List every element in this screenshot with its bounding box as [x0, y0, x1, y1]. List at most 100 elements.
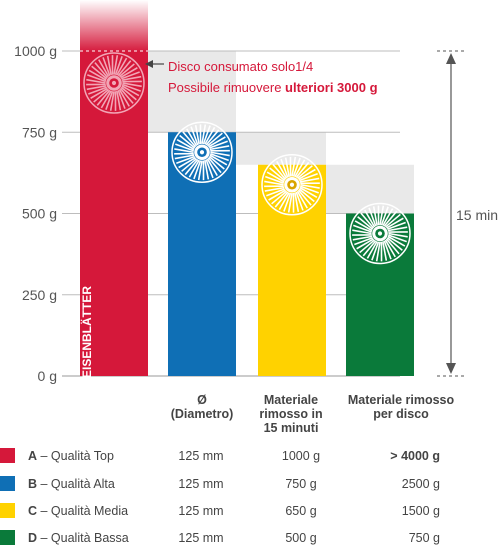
disc-ray — [291, 156, 297, 177]
disc-ray — [188, 159, 200, 178]
legend-name: – Qualità Media — [37, 504, 128, 518]
disc-icon-a — [83, 52, 145, 114]
disc-hole — [377, 231, 383, 236]
disc-ray — [284, 157, 290, 178]
disc-ray — [296, 190, 308, 209]
disc-ray — [382, 241, 388, 261]
cell-removed-15min: 650 g — [285, 504, 316, 518]
legend-letter: A — [28, 449, 37, 463]
disc-ray — [208, 136, 226, 148]
disc-hole — [111, 80, 117, 86]
disc-ray — [117, 60, 132, 77]
disc-ray — [113, 55, 119, 75]
disc-ray — [209, 154, 228, 166]
disc-rim — [261, 154, 323, 216]
bar-b — [168, 132, 236, 376]
disc-ray — [294, 159, 306, 178]
disc-ray — [193, 160, 202, 180]
disc-ray — [116, 90, 122, 111]
bar-a — [80, 51, 148, 376]
disc-ray — [202, 125, 211, 145]
disc-ray — [121, 85, 140, 97]
disc-ray — [209, 152, 229, 162]
disc-ray — [118, 63, 135, 78]
disc-ray — [352, 229, 372, 235]
disc-ray — [382, 208, 394, 227]
disc-ray — [264, 180, 284, 186]
disc-ray — [109, 91, 115, 111]
disc-ray — [388, 232, 408, 238]
cell-removed-per-disc: 1500 g — [402, 504, 440, 518]
disc-ray — [102, 57, 111, 77]
disc-ray — [299, 185, 319, 194]
disc-ray — [176, 155, 196, 164]
disc-ray — [87, 74, 107, 83]
legend-swatch — [0, 476, 15, 491]
disc-ray — [197, 160, 203, 181]
column-header-line: Ø — [197, 393, 207, 407]
vertical-label: EISENBLÄTTER — [79, 286, 94, 378]
disc-ray — [269, 167, 286, 182]
cell-diameter: 125 mm — [178, 449, 223, 463]
disc-ray — [265, 175, 285, 185]
disc-ray — [354, 236, 374, 246]
disc-ray — [182, 131, 197, 148]
disc-ray — [297, 189, 312, 206]
disc-ray — [299, 186, 318, 199]
disc-ray — [118, 89, 130, 107]
disc-ray — [120, 67, 138, 79]
disc-ray — [179, 134, 196, 149]
disc-icon-b — [171, 121, 233, 183]
disc-ray — [299, 177, 320, 183]
disc-ray — [357, 216, 374, 230]
disc-ray — [204, 159, 210, 180]
column-header-line: per disco — [373, 407, 429, 421]
disc-ray — [368, 207, 377, 227]
disc-ray — [205, 129, 220, 146]
annotation-line2: Possibile rimuovere ulteriori 3000 g — [168, 80, 378, 95]
time-arrow-up — [446, 53, 456, 64]
cell-removed-15min: 750 g — [285, 477, 316, 491]
disc-ray — [208, 155, 225, 170]
disc-ray — [106, 55, 112, 76]
disc-ray — [207, 157, 222, 174]
disc-ray — [175, 143, 195, 152]
disc-icons — [83, 52, 411, 265]
data-table: A – Qualità Top 125 mm 1000 g > 4000 g B – Q… — [0, 448, 440, 545]
disc-ray — [96, 89, 111, 106]
legend-label: B – Qualità Alta — [28, 477, 115, 491]
legend-swatch — [0, 530, 15, 545]
disc-ray — [208, 140, 228, 149]
y-tick-label: 250 g — [22, 287, 57, 303]
disc-ray — [100, 90, 112, 109]
cell-diameter: 125 mm — [178, 531, 223, 545]
disc-ray — [90, 87, 108, 99]
disc-ray — [283, 192, 292, 212]
disc-ray — [384, 239, 396, 258]
disc-ray — [380, 206, 389, 226]
disc-ray — [201, 124, 207, 144]
legend-swatch — [0, 503, 15, 518]
column-header-line: Materiale — [264, 393, 318, 407]
y-tick-label: 750 g — [22, 124, 57, 140]
y-tick-label: 0 g — [38, 368, 57, 384]
time-indicator: 15 min — [437, 50, 498, 377]
disc-ray — [116, 57, 128, 76]
disc-ray — [190, 126, 199, 146]
disc-rim — [83, 52, 145, 114]
disc-ray — [375, 241, 381, 262]
disc-ray — [209, 145, 230, 151]
disc-ray — [105, 90, 114, 110]
disc-ray — [292, 157, 301, 177]
disc-hole — [289, 182, 295, 187]
column-header-line: 15 minuti — [264, 421, 319, 435]
disc-ray — [387, 234, 407, 243]
disc-ray — [93, 88, 110, 103]
disc-ray — [119, 87, 134, 104]
disc-ray — [385, 238, 400, 255]
disc-ray — [386, 217, 404, 229]
legend-label: A – Qualità Top — [28, 449, 114, 463]
cell-removed-per-disc: 750 g — [409, 531, 440, 545]
disc-ray — [386, 237, 403, 251]
